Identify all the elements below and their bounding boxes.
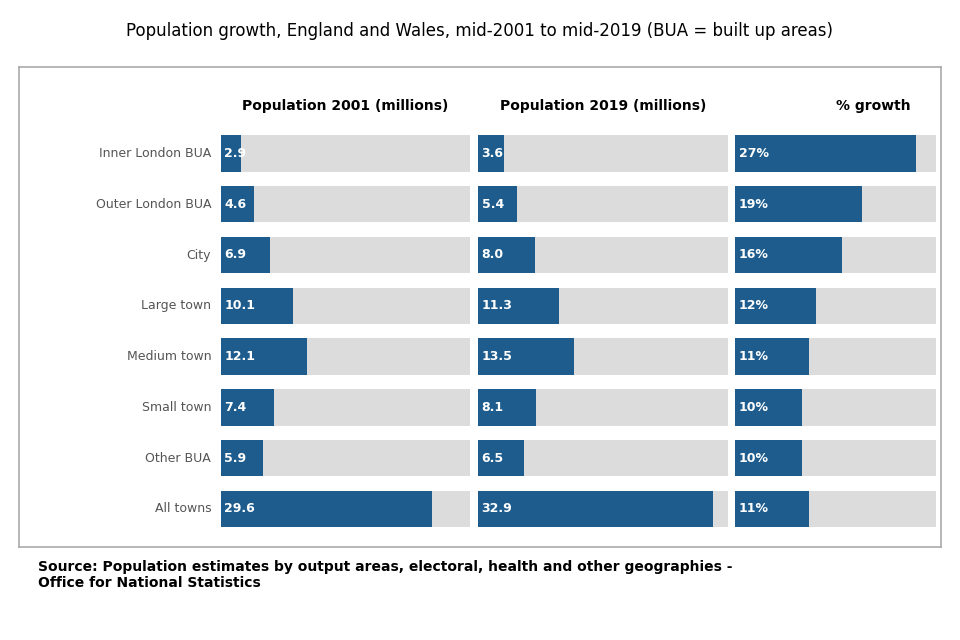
Text: 5.4: 5.4 bbox=[482, 198, 504, 211]
Bar bbox=[478, 287, 559, 324]
Text: 6.9: 6.9 bbox=[225, 248, 247, 262]
Text: Small town: Small town bbox=[142, 401, 211, 414]
Bar bbox=[221, 440, 470, 477]
Text: 19%: 19% bbox=[738, 198, 769, 211]
Bar bbox=[221, 287, 293, 324]
Text: Outer London BUA: Outer London BUA bbox=[96, 198, 211, 211]
Bar bbox=[221, 339, 307, 375]
Bar bbox=[221, 389, 274, 426]
Bar bbox=[735, 186, 862, 223]
Text: 12.1: 12.1 bbox=[225, 350, 255, 363]
Text: 11%: 11% bbox=[738, 502, 769, 515]
Bar bbox=[221, 186, 470, 223]
Bar bbox=[735, 389, 936, 426]
Bar bbox=[221, 491, 432, 527]
Text: 10.1: 10.1 bbox=[225, 300, 255, 312]
Bar bbox=[478, 287, 728, 324]
Bar bbox=[478, 237, 535, 273]
Text: Population 2001 (millions): Population 2001 (millions) bbox=[243, 99, 448, 113]
Text: 8.1: 8.1 bbox=[482, 401, 504, 414]
Bar bbox=[221, 339, 470, 375]
Bar bbox=[478, 389, 536, 426]
Bar bbox=[735, 491, 936, 527]
Text: Population 2019 (millions): Population 2019 (millions) bbox=[500, 99, 706, 113]
Bar bbox=[221, 389, 470, 426]
Text: 11%: 11% bbox=[738, 350, 769, 363]
Text: 2.9: 2.9 bbox=[225, 147, 247, 160]
Bar bbox=[221, 287, 470, 324]
Bar bbox=[478, 186, 516, 223]
Text: 13.5: 13.5 bbox=[482, 350, 513, 363]
Bar bbox=[478, 491, 712, 527]
Bar bbox=[221, 440, 263, 477]
Bar bbox=[735, 339, 936, 375]
Bar bbox=[735, 440, 936, 477]
Bar bbox=[221, 135, 470, 172]
Bar bbox=[478, 186, 728, 223]
Text: 29.6: 29.6 bbox=[225, 502, 255, 515]
Text: City: City bbox=[186, 248, 211, 262]
Bar bbox=[478, 135, 504, 172]
Bar bbox=[735, 135, 916, 172]
Bar bbox=[735, 237, 936, 273]
Text: 4.6: 4.6 bbox=[225, 198, 247, 211]
Text: 8.0: 8.0 bbox=[482, 248, 504, 262]
Bar bbox=[735, 389, 803, 426]
Text: 16%: 16% bbox=[738, 248, 769, 262]
Text: 11.3: 11.3 bbox=[482, 300, 513, 312]
Bar bbox=[478, 339, 728, 375]
Bar bbox=[221, 237, 270, 273]
Bar bbox=[735, 237, 842, 273]
Bar bbox=[221, 491, 470, 527]
Text: Medium town: Medium town bbox=[127, 350, 211, 363]
Text: Other BUA: Other BUA bbox=[146, 452, 211, 465]
Bar bbox=[735, 339, 809, 375]
Bar bbox=[735, 186, 936, 223]
Text: 3.6: 3.6 bbox=[482, 147, 504, 160]
Bar bbox=[221, 237, 470, 273]
Text: Inner London BUA: Inner London BUA bbox=[99, 147, 211, 160]
Text: 10%: 10% bbox=[738, 401, 769, 414]
Bar bbox=[478, 389, 728, 426]
Bar bbox=[478, 339, 574, 375]
Text: Large town: Large town bbox=[141, 300, 211, 312]
Bar bbox=[478, 440, 728, 477]
Text: 12%: 12% bbox=[738, 300, 769, 312]
Bar bbox=[735, 491, 809, 527]
Bar bbox=[735, 287, 816, 324]
Text: 27%: 27% bbox=[738, 147, 769, 160]
Bar bbox=[478, 135, 728, 172]
Bar bbox=[735, 135, 936, 172]
Text: All towns: All towns bbox=[155, 502, 211, 515]
Bar bbox=[478, 491, 728, 527]
Text: 10%: 10% bbox=[738, 452, 769, 465]
Text: Population growth, England and Wales, mid-2001 to mid-2019 (BUA = built up areas: Population growth, England and Wales, mi… bbox=[127, 22, 833, 40]
Text: 6.5: 6.5 bbox=[482, 452, 504, 465]
Bar bbox=[735, 287, 936, 324]
Bar bbox=[735, 440, 803, 477]
Text: % growth: % growth bbox=[835, 99, 910, 113]
Bar bbox=[478, 237, 728, 273]
Bar bbox=[221, 135, 242, 172]
Text: 5.9: 5.9 bbox=[225, 452, 247, 465]
Text: 7.4: 7.4 bbox=[225, 401, 247, 414]
Text: 32.9: 32.9 bbox=[482, 502, 513, 515]
Bar bbox=[221, 186, 253, 223]
Bar bbox=[478, 440, 524, 477]
Text: Source: Population estimates by output areas, electoral, health and other geogra: Source: Population estimates by output a… bbox=[38, 560, 732, 590]
